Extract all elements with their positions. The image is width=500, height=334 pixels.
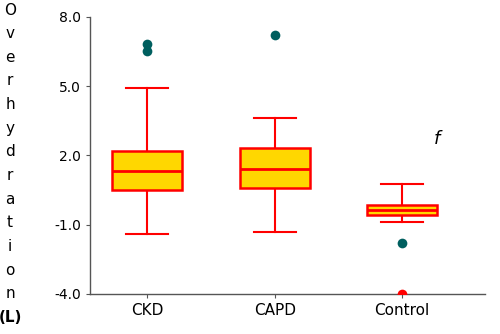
Text: a: a (6, 192, 15, 207)
Text: f: f (434, 130, 440, 148)
Text: i: i (8, 239, 12, 254)
Text: r: r (7, 168, 13, 183)
Text: d: d (5, 144, 15, 159)
Bar (367, 205, 437, 215)
Text: O: O (4, 3, 16, 17)
Text: h: h (5, 97, 15, 112)
Text: t: t (7, 215, 13, 230)
Bar (240, 148, 310, 188)
Text: y: y (6, 121, 15, 136)
Text: r: r (7, 73, 13, 89)
Text: (L): (L) (0, 310, 22, 325)
Text: o: o (6, 263, 15, 278)
Text: n: n (5, 286, 15, 301)
Text: e: e (5, 50, 15, 65)
Bar (112, 151, 182, 190)
Text: v: v (6, 26, 15, 41)
